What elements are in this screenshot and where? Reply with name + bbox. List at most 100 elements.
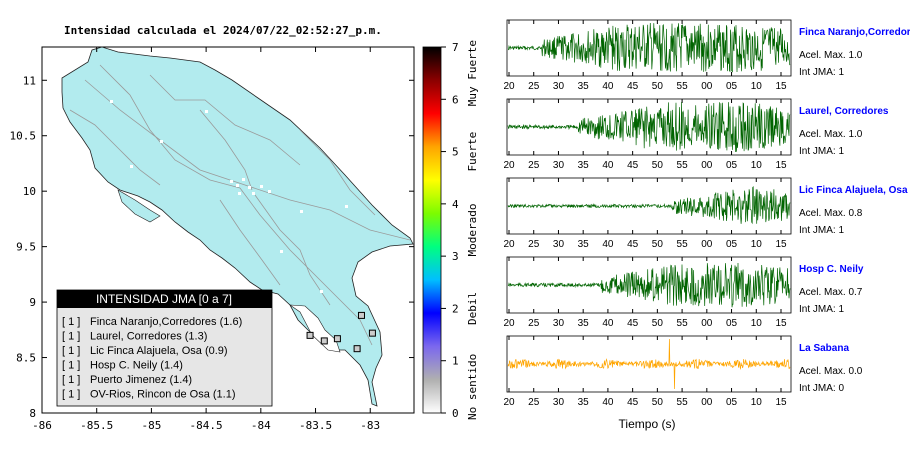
trace-x-tick-label: 35 <box>578 160 590 171</box>
colorbar-tick-label: 1 <box>452 355 459 368</box>
trace-x-tick-label: 45 <box>627 239 639 250</box>
trace-x-tick-label: 20 <box>503 397 515 408</box>
trace-x-tick-label: 20 <box>503 81 515 92</box>
trace-x-tick-label: 15 <box>775 318 787 329</box>
map-x-tick-label: -86 <box>32 419 52 432</box>
station-markers <box>306 311 376 353</box>
trace-x-tick-label: 20 <box>503 239 515 250</box>
colorbar-category-label: Debil <box>466 292 479 325</box>
trace-x-tick-label: 55 <box>677 397 689 408</box>
trace-x-tick-label: 15 <box>775 160 787 171</box>
trace-x-tick-label: 05 <box>726 160 738 171</box>
trace-x-tick-label: 00 <box>701 397 713 408</box>
station-marker <box>368 329 376 337</box>
trace-x-tick-label: 40 <box>602 239 614 250</box>
jma-intensity: Int JMA: 1 <box>799 225 844 236</box>
trace-panel: 20 25 30 35 40 45 50 55 00 05 10 15 Hosp C. Neily Ace… <box>503 256 864 329</box>
trace-x-tick-label: 15 <box>775 397 787 408</box>
figure-title: Intensidad calculada el 2024/07/22_02:52… <box>64 24 382 37</box>
trace-x-tick-label: 45 <box>627 318 639 329</box>
legend-station: Puerto Jimenez (1.4) <box>90 374 192 386</box>
trace-x-tick-label: 40 <box>602 81 614 92</box>
trace-x-tick-label: 15 <box>775 239 787 250</box>
trace-x-tick-label: 10 <box>751 318 763 329</box>
map-x-tick-label: -85.5 <box>80 419 113 432</box>
trace-x-tick-label: 30 <box>553 81 565 92</box>
legend-station: Finca Naranjo,Corredores (1.6) <box>90 316 242 328</box>
legend-level: [ 1 ] <box>62 345 80 357</box>
trace-x-tick-label: 05 <box>726 81 738 92</box>
seismogram-line <box>507 338 791 390</box>
trace-x-tick-label: 50 <box>652 160 664 171</box>
max-acceleration: Acel. Max. 0.8 <box>799 208 863 219</box>
trace-x-tick-label: 50 <box>652 318 664 329</box>
trace-x-tick-label: 05 <box>726 318 738 329</box>
map-y-tick-label: 11 <box>23 74 36 87</box>
station-name: Laurel, Corredores <box>799 106 889 117</box>
map-y-tick-label: 10.5 <box>10 130 37 143</box>
trace-x-tick-label: 40 <box>602 160 614 171</box>
trace-x-tick-label: 25 <box>528 160 540 171</box>
trace-x-tick-label: 20 <box>503 318 515 329</box>
trace-x-tick-label: 30 <box>553 160 565 171</box>
colorbar-tick-label: 2 <box>452 302 459 315</box>
trace-x-tick-label: 25 <box>528 318 540 329</box>
trace-panel: 20 25 30 35 40 45 50 55 00 05 10 15 Laurel, Corredor… <box>503 98 889 171</box>
trace-x-tick-label: 00 <box>701 239 713 250</box>
colorbar-tick-label: 5 <box>452 146 459 159</box>
colorbar-tick-label: 3 <box>452 250 459 263</box>
trace-x-tick-label: 50 <box>652 239 664 250</box>
trace-x-tick-label: 55 <box>677 81 689 92</box>
legend-level: [ 1 ] <box>62 331 80 343</box>
jma-intensity: Int JMA: 0 <box>799 383 844 394</box>
time-axis-label: Tiempo (s) <box>619 417 676 431</box>
trace-x-tick-label: 05 <box>726 239 738 250</box>
station-marker <box>306 331 314 339</box>
trace-x-tick-label: 10 <box>751 239 763 250</box>
max-acceleration: Acel. Max. 0.0 <box>799 366 863 377</box>
legend-station: Hosp C. Neily (1.4) <box>90 360 183 372</box>
max-acceleration: Acel. Max. 1.0 <box>799 129 863 140</box>
trace-panel: 20 25 30 35 40 45 50 55 00 05 10 15 La Sabana Acel. M… <box>503 335 863 408</box>
colorbar-tick-label: 0 <box>452 407 459 420</box>
waveform-panels: 20 25 30 35 40 45 50 55 00 05 10 15 Finca Naranjo,Co… <box>503 19 910 408</box>
trace-panel: 20 25 30 35 40 45 50 55 00 05 10 15 Lic Finca Alajue… <box>503 177 908 250</box>
colorbar-category-label: Moderado <box>466 204 479 257</box>
jma-intensity: Int JMA: 1 <box>799 146 844 157</box>
trace-x-tick-label: 30 <box>553 397 565 408</box>
colorbar-category-label: Muy Fuerte <box>466 40 479 106</box>
colorbar-category-label: Fuerte <box>466 132 479 172</box>
jma-intensity: Int JMA: 1 <box>799 67 844 78</box>
station-marker <box>320 337 328 345</box>
trace-x-tick-label: 45 <box>627 160 639 171</box>
max-acceleration: Acel. Max. 1.0 <box>799 50 863 61</box>
legend-title: INTENSIDAD JMA [0 a 7] <box>96 292 232 306</box>
trace-x-tick-label: 35 <box>578 397 590 408</box>
map-x-tick-label: -83.5 <box>299 419 332 432</box>
trace-x-tick-label: 55 <box>677 239 689 250</box>
trace-x-tick-label: 15 <box>775 81 787 92</box>
trace-x-tick-label: 55 <box>677 160 689 171</box>
colorbar-tick-label: 7 <box>452 41 459 54</box>
station-name: Lic Finca Alajuela, Osa <box>799 185 908 196</box>
trace-x-tick-label: 50 <box>652 397 664 408</box>
colorbar: 0 1 2 3 4 5 6 7 No sentido Debil Moderado Fuerte Mu… <box>422 40 479 420</box>
intensity-legend: INTENSIDAD JMA [0 a 7] [ 1 ] Finca Naranj… <box>56 289 273 407</box>
legend-station: Lic Finca Alajuela, Osa (0.9) <box>90 345 228 357</box>
town-markers <box>110 100 348 293</box>
jma-intensity: Int JMA: 1 <box>799 304 844 315</box>
map-y-tick-label: 9 <box>29 296 36 309</box>
legend-station: Laurel, Corredores (1.3) <box>90 331 207 343</box>
trace-panel: 20 25 30 35 40 45 50 55 00 05 10 15 Finca Naranjo,Co… <box>503 19 910 92</box>
station-name: Hosp C. Neily <box>799 264 864 275</box>
trace-frame <box>506 335 792 393</box>
nicoya-gulf-coast <box>117 189 161 223</box>
trace-x-tick-label: 00 <box>701 318 713 329</box>
road-network <box>69 64 411 346</box>
map-y-tick-label: 9.5 <box>16 241 36 254</box>
trace-x-tick-label: 25 <box>528 81 540 92</box>
map-x-axis: -86 -85.5 -85 -84.5 -84 -83.5 -83 <box>32 47 380 432</box>
map-panel: -86 -85.5 -85 -84.5 -84 -83.5 -83 8 8.5 9 9.5 10 10… <box>10 46 415 432</box>
max-acceleration: Acel. Max. 0.7 <box>799 287 863 298</box>
